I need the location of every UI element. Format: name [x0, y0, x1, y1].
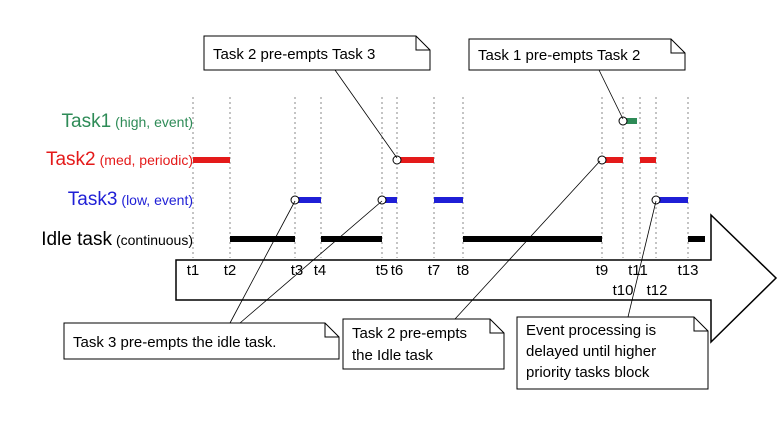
timeline-arrow — [175, 213, 778, 344]
task2-run-bar — [193, 157, 230, 163]
event-marker-circle — [651, 195, 661, 205]
time-label-t12: t12 — [647, 282, 668, 299]
leader-line — [598, 69, 624, 120]
time-label-t6: t6 — [391, 262, 404, 279]
callout-text: Event processing is — [526, 322, 656, 339]
task3-run-bar — [656, 197, 688, 203]
time-label-t1: t1 — [187, 262, 200, 279]
execution-bars — [193, 118, 705, 242]
callout-task3-preempts-idle: Task 3 pre-empts the idle task. — [63, 322, 340, 360]
task3-label: Task3 (low, event) — [68, 189, 193, 210]
callout-text: priority tasks block — [526, 364, 650, 381]
callout-text: Task 2 pre-empts Task 3 — [213, 46, 375, 63]
callout-fold — [324, 323, 339, 338]
leader-line — [454, 160, 601, 320]
task2-run-bar — [602, 157, 623, 163]
time-tick-labels: t1 t2 t3 t4 t5 t6 t7 t8 t9 t10 t11 t12 t… — [187, 262, 699, 299]
callout-fold — [415, 36, 430, 51]
callout-text: Task 3 pre-empts the idle task. — [73, 334, 276, 351]
idle-task-label: Idle task (continuous) — [41, 229, 193, 250]
callout-task2-preempts-task3: Task 2 pre-empts Task 3 — [203, 35, 431, 71]
time-gridlines — [192, 97, 689, 258]
callout-box — [63, 322, 340, 360]
callout-fold — [693, 317, 708, 332]
time-label-t9: t9 — [596, 262, 609, 279]
callout-leaders — [229, 69, 657, 324]
idle-run-bar — [230, 236, 295, 242]
task2-run-bar — [397, 157, 434, 163]
callout-task1-preempts-task2: Task 1 pre-empts Task 2 — [468, 38, 686, 71]
time-label-t5: t5 — [376, 262, 389, 279]
event-marker-circle — [377, 195, 387, 205]
task2-run-bar — [640, 157, 656, 163]
event-marker-circle — [290, 195, 300, 205]
time-label-t4: t4 — [314, 262, 327, 279]
task-labels: Task1 (high, event) Task2 (med, periodic) … — [41, 111, 193, 250]
idle-run-bar — [463, 236, 602, 242]
idle-run-bar — [688, 236, 705, 242]
time-label-t10: t10 — [613, 282, 634, 299]
event-marker-circle — [392, 155, 402, 165]
time-label-t3: t3 — [291, 262, 304, 279]
task1-run-bar — [623, 118, 637, 124]
callout-task2-preempts-idle: Task 2 pre-empts the Idle task — [342, 318, 505, 370]
time-label-t7: t7 — [428, 262, 441, 279]
callout-fold — [489, 319, 504, 334]
event-marker-circle — [618, 116, 628, 126]
event-markers — [290, 116, 661, 205]
task2-label: Task2 (med, periodic) — [46, 149, 193, 170]
time-label-t13: t13 — [678, 262, 699, 279]
callout-text: Task 2 pre-empts — [352, 325, 467, 342]
leader-line — [334, 69, 398, 159]
time-label-t11: t11 — [628, 262, 648, 279]
leader-line — [627, 200, 657, 318]
time-label-t8: t8 — [457, 262, 470, 279]
callout-box — [468, 38, 686, 71]
task1-label: Task1 (high, event) — [62, 111, 193, 132]
event-marker-circle — [597, 155, 607, 165]
time-label-t2: t2 — [224, 262, 237, 279]
callout-text: the Idle task — [352, 347, 433, 364]
idle-run-bar — [321, 236, 382, 242]
callout-fold — [670, 39, 685, 54]
leader-line — [229, 200, 296, 324]
task3-run-bar — [295, 197, 321, 203]
callout-text: delayed until higher — [526, 343, 656, 360]
callout-box — [342, 318, 505, 370]
leader-line — [239, 200, 383, 324]
callout-event-delay: Event processing is delayed until higher… — [516, 316, 709, 390]
task3-run-bar — [434, 197, 463, 203]
callout-box — [516, 316, 709, 390]
task3-run-bar — [382, 197, 397, 203]
callout-text: Task 1 pre-empts Task 2 — [478, 47, 640, 64]
callout-box — [203, 35, 431, 71]
